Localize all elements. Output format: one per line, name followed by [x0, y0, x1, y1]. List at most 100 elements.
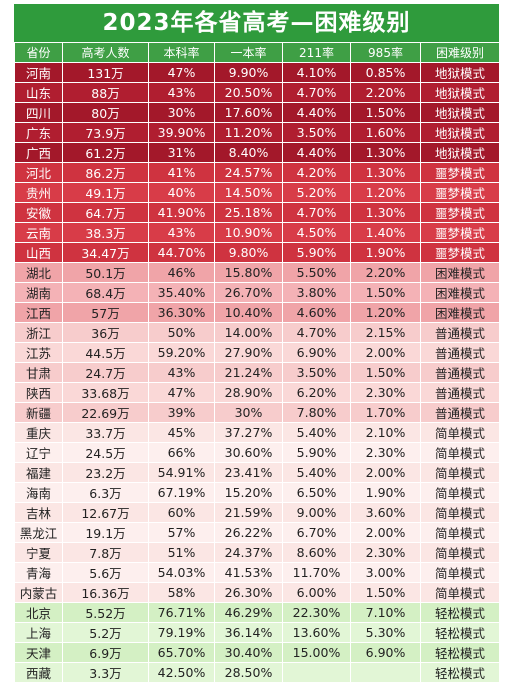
cell-tier1-rate: 36.14%	[214, 622, 283, 643]
table-row: 宁夏 7.8万 51% 24.37% 8.60% 2.30% 简单模式	[14, 542, 500, 563]
header-tier1-rate: 一本率	[214, 42, 283, 63]
header-row: 省份 高考人数 本科率 一本率 211率 985率 困难级别	[14, 42, 500, 63]
cell-tier1-rate: 30.40%	[214, 642, 283, 663]
cell-province: 山西	[14, 242, 63, 263]
cell-tier1-rate: 9.90%	[214, 62, 283, 83]
table-row: 北京 5.52万 76.71% 46.29% 22.30% 7.10% 轻松模式	[14, 602, 500, 623]
cell-bachelor-rate: 42.50%	[148, 662, 215, 683]
cell-province: 黑龙江	[14, 522, 63, 543]
cell-bachelor-rate: 47%	[148, 62, 215, 83]
cell-candidates: 3.3万	[62, 662, 149, 683]
table-row: 浙江 36万 50% 14.00% 4.70% 2.15% 普通模式	[14, 322, 500, 343]
cell-211-rate: 5.40%	[282, 422, 351, 443]
cell-tier1-rate: 21.24%	[214, 362, 283, 383]
cell-bachelor-rate: 43%	[148, 362, 215, 383]
cell-tier1-rate: 25.18%	[214, 202, 283, 223]
cell-candidates: 44.5万	[62, 342, 149, 363]
cell-tier1-rate: 41.53%	[214, 562, 283, 583]
cell-211-rate: 5.40%	[282, 462, 351, 483]
cell-candidates: 49.1万	[62, 182, 149, 203]
cell-985-rate: 3.00%	[350, 562, 421, 583]
cell-province: 安徽	[14, 202, 63, 223]
cell-candidates: 86.2万	[62, 162, 149, 183]
cell-985-rate: 1.50%	[350, 362, 421, 383]
cell-difficulty: 噩梦模式	[420, 182, 500, 203]
cell-difficulty: 普通模式	[420, 362, 500, 383]
cell-candidates: 38.3万	[62, 222, 149, 243]
table-row: 新疆 22.69万 39% 30% 7.80% 1.70% 普通模式	[14, 402, 500, 423]
header-province: 省份	[14, 42, 63, 63]
cell-985-rate: 2.00%	[350, 462, 421, 483]
cell-province: 河北	[14, 162, 63, 183]
cell-tier1-rate: 14.50%	[214, 182, 283, 203]
cell-difficulty: 地狱模式	[420, 102, 500, 123]
cell-tier1-rate: 15.20%	[214, 482, 283, 503]
cell-bachelor-rate: 41.90%	[148, 202, 215, 223]
cell-tier1-rate: 14.00%	[214, 322, 283, 343]
cell-tier1-rate: 17.60%	[214, 102, 283, 123]
cell-tier1-rate: 26.70%	[214, 282, 283, 303]
cell-211-rate: 4.70%	[282, 82, 351, 103]
cell-difficulty: 简单模式	[420, 482, 500, 503]
cell-211-rate: 7.80%	[282, 402, 351, 423]
cell-211-rate: 4.40%	[282, 142, 351, 163]
cell-211-rate: 4.50%	[282, 222, 351, 243]
cell-candidates: 24.5万	[62, 442, 149, 463]
cell-bachelor-rate: 58%	[148, 582, 215, 603]
cell-province: 福建	[14, 462, 63, 483]
cell-985-rate: 2.30%	[350, 382, 421, 403]
cell-difficulty: 地狱模式	[420, 122, 500, 143]
table-row: 湖北 50.1万 46% 15.80% 5.50% 2.20% 困难模式	[14, 262, 500, 283]
cell-province: 重庆	[14, 422, 63, 443]
cell-difficulty: 普通模式	[420, 382, 500, 403]
cell-difficulty: 困难模式	[420, 302, 500, 323]
cell-difficulty: 地狱模式	[420, 62, 500, 83]
cell-985-rate: 1.60%	[350, 122, 421, 143]
cell-985-rate: 2.30%	[350, 442, 421, 463]
cell-bachelor-rate: 36.30%	[148, 302, 215, 323]
cell-bachelor-rate: 67.19%	[148, 482, 215, 503]
cell-211-rate: 3.50%	[282, 362, 351, 383]
cell-difficulty: 普通模式	[420, 322, 500, 343]
cell-bachelor-rate: 40%	[148, 182, 215, 203]
cell-difficulty: 噩梦模式	[420, 202, 500, 223]
cell-bachelor-rate: 51%	[148, 542, 215, 563]
cell-candidates: 64.7万	[62, 202, 149, 223]
header-211-rate: 211率	[282, 42, 351, 63]
cell-difficulty: 简单模式	[420, 542, 500, 563]
cell-candidates: 7.8万	[62, 542, 149, 563]
cell-bachelor-rate: 60%	[148, 502, 215, 523]
cell-985-rate: 1.50%	[350, 282, 421, 303]
table-row: 广东 73.9万 39.90% 11.20% 3.50% 1.60% 地狱模式	[14, 122, 500, 143]
cell-211-rate: 22.30%	[282, 602, 351, 623]
table-row: 云南 38.3万 43% 10.90% 4.50% 1.40% 噩梦模式	[14, 222, 500, 243]
cell-bachelor-rate: 57%	[148, 522, 215, 543]
cell-candidates: 131万	[62, 62, 149, 83]
cell-bachelor-rate: 65.70%	[148, 642, 215, 663]
header-candidates: 高考人数	[62, 42, 149, 63]
cell-985-rate: 1.20%	[350, 302, 421, 323]
cell-bachelor-rate: 41%	[148, 162, 215, 183]
cell-candidates: 5.2万	[62, 622, 149, 643]
cell-difficulty: 简单模式	[420, 502, 500, 523]
table-row: 重庆 33.7万 45% 37.27% 5.40% 2.10% 简单模式	[14, 422, 500, 443]
cell-difficulty: 普通模式	[420, 342, 500, 363]
cell-985-rate: 3.60%	[350, 502, 421, 523]
cell-bachelor-rate: 31%	[148, 142, 215, 163]
cell-211-rate: 11.70%	[282, 562, 351, 583]
cell-candidates: 12.67万	[62, 502, 149, 523]
cell-985-rate: 1.50%	[350, 102, 421, 123]
cell-candidates: 88万	[62, 82, 149, 103]
cell-211-rate: 5.90%	[282, 442, 351, 463]
table-row: 天津 6.9万 65.70% 30.40% 15.00% 6.90% 轻松模式	[14, 642, 500, 663]
cell-difficulty: 噩梦模式	[420, 242, 500, 263]
table-row: 四川 80万 30% 17.60% 4.40% 1.50% 地狱模式	[14, 102, 500, 123]
cell-province: 北京	[14, 602, 63, 623]
table-row: 吉林 12.67万 60% 21.59% 9.00% 3.60% 简单模式	[14, 502, 500, 523]
cell-211-rate: 4.60%	[282, 302, 351, 323]
cell-bachelor-rate: 39.90%	[148, 122, 215, 143]
cell-province: 四川	[14, 102, 63, 123]
cell-candidates: 16.36万	[62, 582, 149, 603]
cell-tier1-rate: 21.59%	[214, 502, 283, 523]
cell-tier1-rate: 26.30%	[214, 582, 283, 603]
